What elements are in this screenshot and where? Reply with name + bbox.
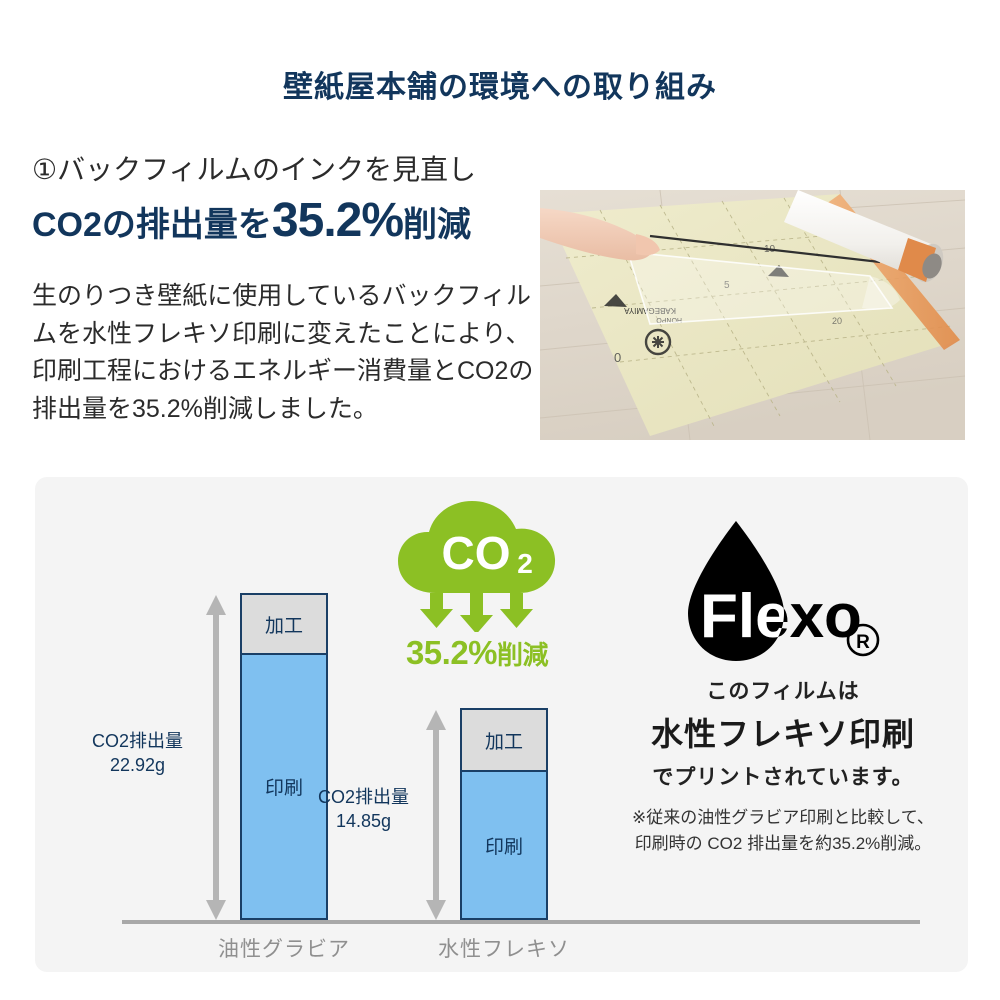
- svg-text:2: 2: [517, 548, 533, 579]
- photo-illustration: KABEGAMIYA HONPO 0 5 10 20: [540, 190, 965, 440]
- flexo-wordmark-inner: Flexo: [700, 582, 862, 651]
- wallpaper-backfilm-photo: KABEGAMIYA HONPO 0 5 10 20: [540, 190, 965, 440]
- bar-gravure: 加工 印刷: [240, 593, 328, 920]
- chart-baseline: [122, 920, 920, 924]
- flexo-certification-block: Flexo Flexo R このフィルムは 水性フレキソ印刷 でプリントされてい…: [603, 515, 963, 858]
- flexo-footnote-line-1: ※従来の油性グラビア印刷と比較して、: [632, 808, 934, 827]
- flexo-text-line-3: でプリントされています。: [652, 766, 914, 789]
- flexo-footnote-line-2: 印刷時の CO2 排出量を約35.2%削減。: [634, 834, 932, 854]
- measure-label-flexo-value: 14.85g: [335, 811, 392, 832]
- svg-text:KABEGAMIYA: KABEGAMIYA: [623, 306, 676, 315]
- flexo-text-line-2: 水性フレキソ印刷: [650, 716, 915, 752]
- category-label-flexo: 水性フレキソ: [438, 938, 570, 961]
- flexo-footnote: ※従来の油性グラビア印刷と比較して、 印刷時の CO2 排出量を約35.2%削減…: [603, 805, 963, 858]
- flexo-droplet-icon: Flexo Flexo R: [688, 521, 880, 661]
- measure-label-gravure-title: CO2排出量: [91, 731, 183, 751]
- co2-reduction-callout: CO 2 35.2%削減: [372, 497, 582, 672]
- flexo-wordmark-outer: Flexo: [700, 582, 862, 651]
- measure-label-gravure-value: 22.92g: [109, 755, 166, 776]
- measure-arrow-gravure: [205, 595, 227, 920]
- reduction-percent-value: 35.2%: [405, 634, 498, 671]
- measure-label-flexo-title: CO2排出量: [317, 787, 409, 807]
- co2-bar-chart: 加工 印刷 CO2排出量 22.92g 油性グラビア 加工 印刷 CO2排出量 …: [35, 477, 920, 972]
- svg-text:5: 5: [724, 280, 730, 291]
- measure-arrow-flexo: [425, 710, 447, 920]
- comparison-panel: 加工 印刷 CO2排出量 22.92g 油性グラビア 加工 印刷 CO2排出量 …: [35, 477, 968, 972]
- flexo-logo: Flexo Flexo R: [603, 515, 963, 675]
- intro-highlight-percent: 35.2%: [271, 194, 404, 247]
- bar-flexo: 加工 印刷: [460, 708, 548, 920]
- intro-body-text: 生のりつき壁紙に使用しているバックフィルムを水性フレキソ印刷に変えたことにより、…: [32, 282, 534, 423]
- page-title: 壁紙屋本舗の環境への取り組み: [283, 71, 717, 104]
- category-label-gravure: 油性グラビア: [218, 938, 350, 961]
- svg-text:HONPO: HONPO: [656, 316, 682, 323]
- reduction-percent-suffix: 削減: [497, 640, 549, 670]
- reduction-percent-label: 35.2%削減: [372, 634, 582, 672]
- bar-flexo-segment-kakou: 加工: [462, 710, 546, 772]
- bar-gravure-segment-kakou: 加工: [242, 595, 326, 655]
- intro-line-2-prefix: CO2の排出量を: [32, 206, 272, 244]
- co2-cloud-icon: CO 2: [398, 501, 556, 632]
- intro-heading-block: ①バックフィルムのインクを見直し CO2の排出量を35.2%削減: [32, 152, 542, 248]
- flexo-text-line-1: このフィルムは: [706, 680, 860, 703]
- svg-text:R: R: [856, 632, 870, 653]
- intro-line-1: ①バックフィルムのインクを見直し: [32, 154, 476, 185]
- svg-text:0: 0: [614, 350, 621, 365]
- intro-line-2: CO2の排出量を35.2%削減: [32, 193, 542, 248]
- measure-label-gravure: CO2排出量 22.92g: [75, 729, 200, 778]
- intro-line-2-suffix: 削減: [403, 206, 472, 244]
- measure-label-flexo: CO2排出量 14.85g: [301, 785, 426, 834]
- svg-text:20: 20: [832, 316, 842, 326]
- svg-text:CO: CO: [442, 527, 511, 579]
- bar-flexo-segment-insatsu: 印刷: [462, 772, 546, 918]
- bar-gravure-segment-insatsu: 印刷: [242, 655, 326, 918]
